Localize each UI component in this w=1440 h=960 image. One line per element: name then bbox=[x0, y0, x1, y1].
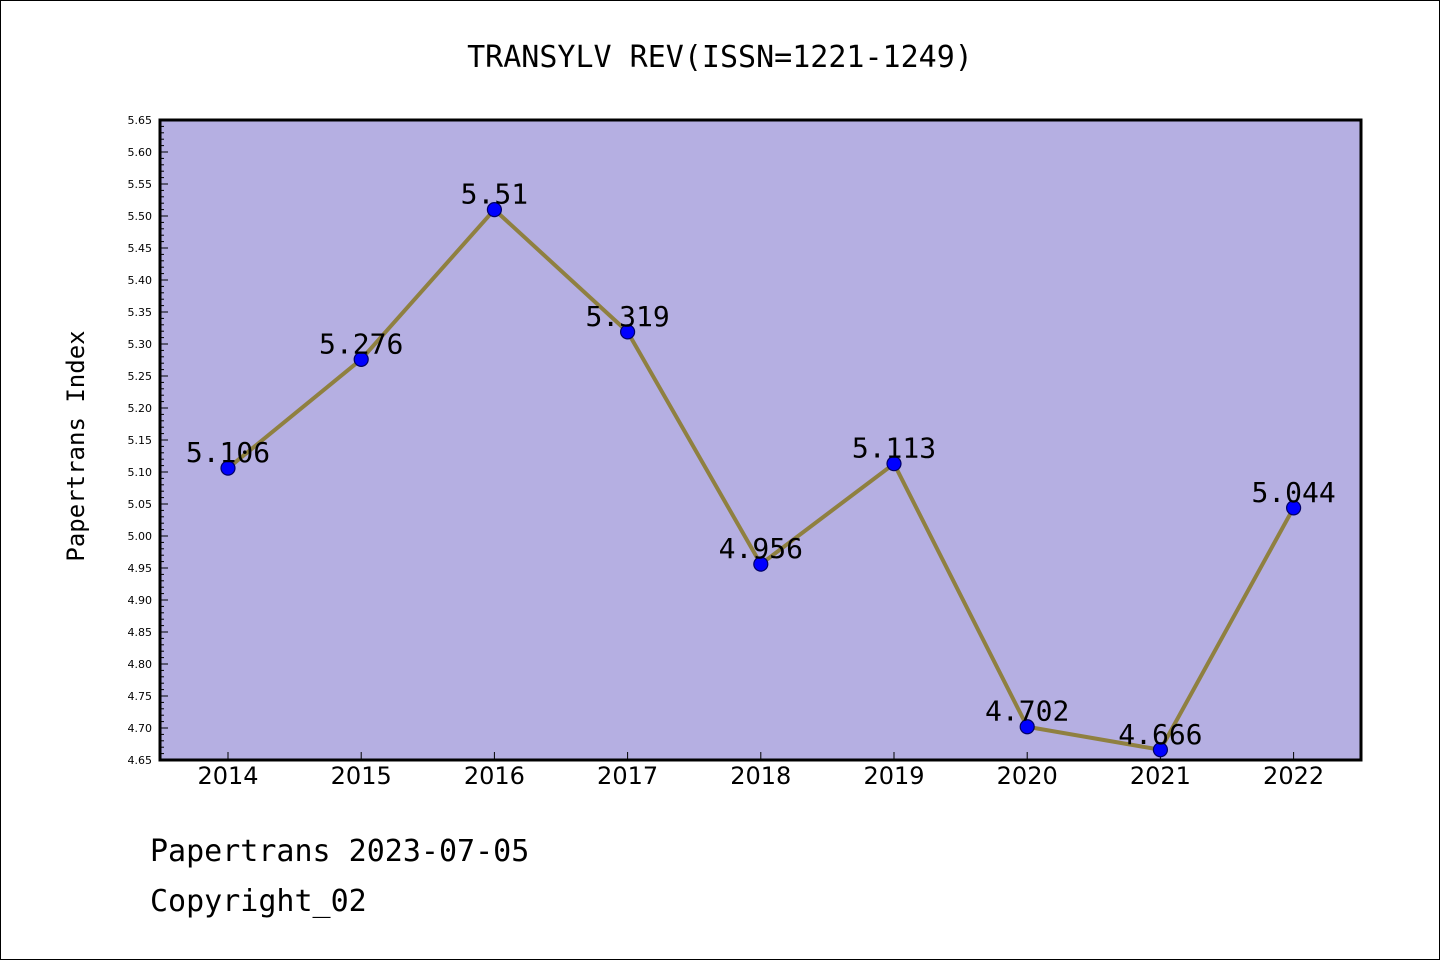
y-tick-label: 5.25 bbox=[128, 370, 153, 383]
data-label: 5.106 bbox=[186, 436, 270, 469]
x-tick-label: 2016 bbox=[464, 762, 525, 790]
data-labels: 5.106 5.276 5.51 5.319 4.956 5.113 4.702 4.666 5… bbox=[186, 178, 1336, 751]
y-tick-label: 4.65 bbox=[128, 754, 153, 767]
chart-title: TRANSYLV REV(ISSN=1221-1249) bbox=[467, 40, 973, 75]
data-point bbox=[353, 351, 369, 367]
x-tick-label: 2015 bbox=[331, 762, 392, 790]
data-label: 5.044 bbox=[1251, 476, 1335, 509]
y-tick-label: 4.95 bbox=[128, 562, 153, 575]
x-tick-label: 2018 bbox=[730, 762, 791, 790]
data-point bbox=[486, 202, 502, 218]
y-tick-label: 4.80 bbox=[128, 658, 153, 671]
y-axis: 4.65 4.70 4.75 4.80 4.85 4.90 4.95 5.00 5.05 5.10… bbox=[128, 114, 168, 767]
data-point bbox=[220, 460, 236, 476]
data-label: 4.956 bbox=[719, 532, 803, 565]
data-point bbox=[886, 456, 902, 472]
y-tick-label: 5.15 bbox=[128, 434, 153, 447]
y-tick-label: 5.45 bbox=[128, 242, 153, 255]
data-label: 4.702 bbox=[985, 695, 1069, 728]
y-axis-label: Papertrans Index bbox=[62, 330, 90, 561]
data-point bbox=[753, 556, 769, 572]
x-tick-label: 2020 bbox=[997, 762, 1058, 790]
y-tick-label: 5.55 bbox=[128, 178, 153, 191]
x-tick-label: 2017 bbox=[597, 762, 658, 790]
footer-date: Papertrans 2023-07-05 bbox=[150, 834, 530, 869]
y-tick-label: 5.00 bbox=[128, 530, 153, 543]
data-point bbox=[619, 324, 636, 340]
data-label: 4.666 bbox=[1118, 718, 1202, 751]
y-tick-label: 4.75 bbox=[128, 690, 153, 703]
data-point bbox=[1152, 742, 1169, 758]
footer-copyright: Copyright_02 bbox=[150, 884, 367, 919]
x-tick-label: 2021 bbox=[1130, 762, 1191, 790]
y-tick-label: 5.50 bbox=[128, 210, 153, 223]
y-tick-label: 5.10 bbox=[128, 466, 153, 479]
y-tick-label: 5.35 bbox=[128, 306, 153, 319]
x-tick-label: 2014 bbox=[197, 762, 258, 790]
data-point bbox=[1019, 719, 1035, 735]
y-tick-label: 4.70 bbox=[128, 722, 153, 735]
y-tick-label: 5.65 bbox=[128, 114, 153, 127]
data-label: 5.51 bbox=[461, 178, 528, 211]
y-tick-label: 5.30 bbox=[128, 338, 153, 351]
y-tick-label: 5.05 bbox=[128, 498, 153, 511]
y-tick-label: 5.60 bbox=[128, 146, 153, 159]
y-tick-label: 5.20 bbox=[128, 402, 153, 415]
data-label: 5.276 bbox=[319, 327, 403, 360]
y-tick-label: 4.90 bbox=[128, 594, 153, 607]
data-points bbox=[220, 202, 1302, 758]
y-tick-label: 5.40 bbox=[128, 274, 153, 287]
x-tick-label: 2022 bbox=[1263, 762, 1324, 790]
data-point bbox=[1285, 500, 1302, 516]
data-label: 5.319 bbox=[585, 300, 669, 333]
y-tick-label: 4.85 bbox=[128, 626, 153, 639]
plot-area bbox=[158, 118, 1363, 762]
x-tick-label: 2019 bbox=[863, 762, 924, 790]
data-label: 5.113 bbox=[852, 432, 936, 465]
x-axis: 2014 2015 2016 2017 2018 2019 2020 2021 2022 bbox=[197, 752, 1324, 790]
